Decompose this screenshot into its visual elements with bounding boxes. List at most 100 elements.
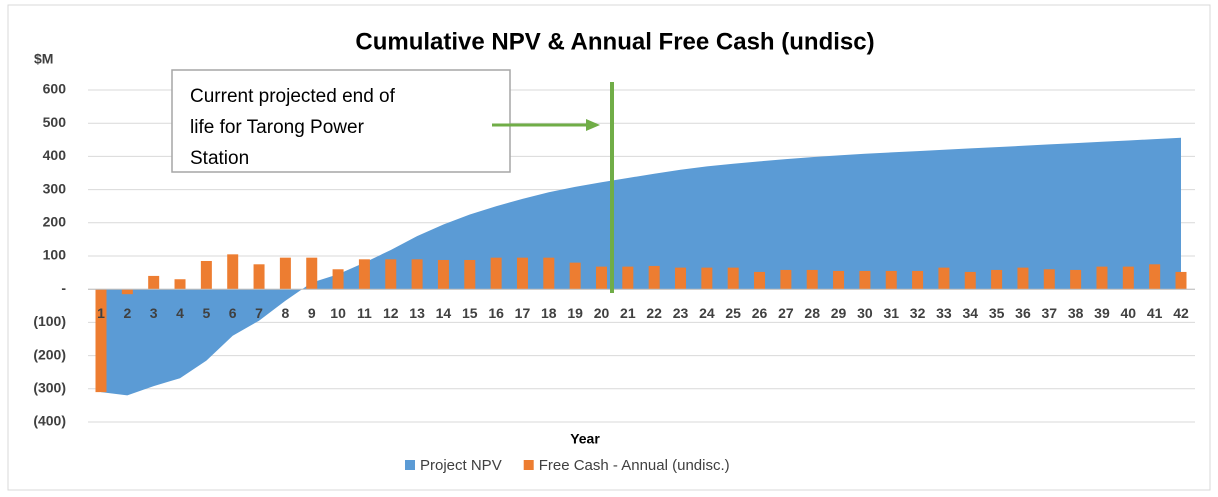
legend-swatch: [405, 460, 415, 470]
bar: [95, 289, 107, 393]
x-tick-label: 28: [804, 305, 820, 321]
bar: [1096, 266, 1108, 290]
x-tick-label: 35: [989, 305, 1005, 321]
x-tick-label: 19: [567, 305, 583, 321]
bar: [464, 259, 476, 290]
bar: [885, 270, 897, 290]
x-tick-label: 32: [910, 305, 926, 321]
x-tick-label: 4: [176, 305, 184, 321]
y-tick-label: 300: [43, 180, 67, 196]
annotation-arrowhead: [586, 119, 600, 131]
x-tick-label: 21: [620, 305, 636, 321]
annotation-box: [171, 69, 511, 173]
bar: [227, 254, 239, 290]
x-tick-label: 26: [752, 305, 768, 321]
x-tick-label: 12: [383, 305, 399, 321]
annotation-line: Station: [190, 148, 249, 169]
bar: [859, 270, 871, 290]
x-tick-label: 7: [255, 305, 263, 321]
bar: [806, 269, 818, 290]
x-tick-label: 38: [1068, 305, 1084, 321]
x-tick-label: 36: [1015, 305, 1031, 321]
x-tick-label: 27: [778, 305, 794, 321]
bar: [701, 267, 713, 290]
bar: [964, 271, 976, 290]
x-tick-label: 34: [962, 305, 978, 321]
x-tick-label: 42: [1173, 305, 1189, 321]
bar: [1017, 267, 1029, 290]
bar: [1149, 264, 1161, 290]
x-tick-label: 9: [308, 305, 316, 321]
y-tick-label: -: [61, 280, 66, 296]
x-tick-label: 41: [1147, 305, 1163, 321]
x-tick-label: 1: [97, 305, 105, 321]
bar: [1175, 271, 1187, 290]
legend-label: Project NPV: [420, 457, 502, 474]
bar: [727, 267, 739, 290]
x-tick-label: 2: [123, 305, 131, 321]
bar: [991, 269, 1003, 290]
y-tick-label: 600: [43, 81, 67, 97]
x-tick-label: 24: [699, 305, 715, 321]
y-tick-label: 500: [43, 114, 67, 130]
x-tick-label: 29: [831, 305, 847, 321]
bar: [780, 269, 792, 290]
bar: [358, 259, 370, 290]
x-tick-label: 39: [1094, 305, 1110, 321]
x-tick-label: 40: [1121, 305, 1137, 321]
bar: [833, 270, 845, 290]
x-tick-label: 13: [409, 305, 425, 321]
legend-swatch: [523, 460, 534, 470]
x-tick-label: 10: [330, 305, 346, 321]
bar: [622, 266, 634, 290]
bar: [121, 289, 133, 295]
bar: [543, 257, 555, 290]
annotation-line: Current projected end of: [190, 86, 396, 107]
bar: [279, 257, 291, 290]
bar: [148, 275, 160, 290]
y-tick-label: 400: [43, 147, 67, 163]
x-tick-label: 22: [646, 305, 662, 321]
bar: [385, 259, 397, 290]
x-tick-label: 14: [436, 305, 452, 321]
bar: [1043, 269, 1055, 290]
bar: [306, 257, 318, 290]
x-tick-label: 11: [357, 305, 372, 321]
y-tick-label: 200: [43, 214, 67, 230]
bar: [437, 259, 449, 290]
x-tick-label: 5: [202, 305, 210, 321]
x-tick-label: 17: [515, 305, 531, 321]
y-axis-label: $M: [34, 51, 53, 67]
x-tick-label: 15: [462, 305, 478, 321]
chart-title: Cumulative NPV & Annual Free Cash (undis…: [355, 28, 874, 55]
bar: [174, 279, 186, 290]
annotation-group: Current projected end of life for Tarong…: [171, 69, 614, 293]
bar: [411, 259, 423, 290]
x-tick-label: 33: [936, 305, 952, 321]
x-tick-label: 31: [883, 305, 899, 321]
bar: [253, 264, 265, 290]
bar: [595, 266, 607, 290]
bar: [332, 269, 344, 290]
legend: Project NPV Free Cash - Annual (undisc.): [405, 457, 730, 474]
bar: [1122, 266, 1134, 290]
x-tick-label: 20: [594, 305, 610, 321]
x-tick-label: 30: [857, 305, 873, 321]
x-axis-label: Year: [570, 431, 600, 447]
legend-label: Free Cash - Annual (undisc.): [539, 457, 730, 474]
annotation-line: life for Tarong Power: [190, 117, 365, 138]
bar: [938, 267, 950, 290]
bar: [754, 271, 766, 290]
area: [101, 137, 1181, 396]
x-tick-label: 37: [1042, 305, 1058, 321]
x-tick-label: 18: [541, 305, 557, 321]
x-tick-label: 16: [488, 305, 504, 321]
bar: [648, 265, 660, 290]
bar: [200, 260, 212, 290]
y-tick-label: (200): [33, 346, 66, 362]
bar: [490, 257, 502, 290]
y-tick-label: 100: [43, 247, 67, 263]
x-tick-label: 8: [281, 305, 289, 321]
